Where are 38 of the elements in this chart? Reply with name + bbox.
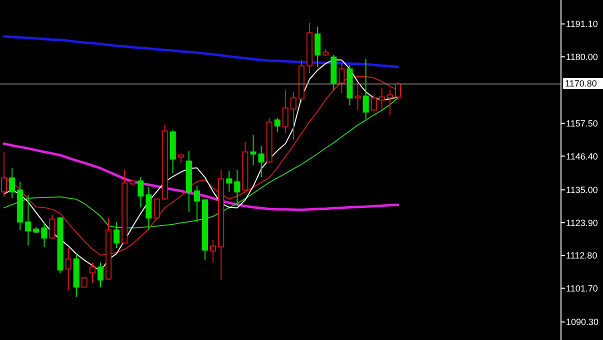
candlestick: [386, 89, 393, 116]
candlestick: [290, 91, 296, 140]
candlestick: [194, 185, 200, 223]
y-tick-label: 1090.30: [566, 317, 599, 328]
y-tick-label: 1123.90: [566, 218, 598, 228]
candlestick: [314, 26, 321, 68]
y-tick-label: 1180.00: [566, 52, 598, 62]
candlestick: [378, 87, 385, 110]
candlestick: [258, 146, 264, 178]
candlestick: [346, 64, 353, 106]
candlestick: [73, 252, 80, 298]
candlestick: [138, 176, 144, 208]
candlestick: [234, 170, 240, 206]
line-series: [2, 142, 400, 212]
candlestick: [146, 186, 152, 231]
y-tick-label: 1146.40: [566, 151, 598, 162]
candlestick: [306, 22, 313, 74]
candlestick: [354, 81, 361, 110]
y-tick-label: 1112.80: [566, 250, 598, 261]
candlestick: [25, 194, 32, 246]
candlestick: [218, 170, 224, 280]
candlestick: [17, 181, 24, 231]
y-tick-label: 1101.70: [566, 283, 598, 294]
y-tick-label: 1157.50: [566, 118, 598, 128]
y-tick-label: 1135.00: [566, 184, 598, 195]
ref-line-label: 1170.80: [565, 78, 597, 89]
candlestick: [362, 58, 369, 120]
candlestick: [226, 170, 232, 192]
candlestick: [41, 222, 48, 248]
candlestick: [250, 134, 256, 166]
candlestick: [338, 62, 345, 94]
y-tick-label: 1191.10: [566, 19, 598, 30]
candlestick: [65, 248, 72, 291]
line-series: [2, 35, 400, 68]
candlestick: [186, 150, 192, 212]
candlestick: [1, 151, 8, 198]
candlestick: [210, 240, 216, 264]
candlestick: [114, 222, 120, 249]
